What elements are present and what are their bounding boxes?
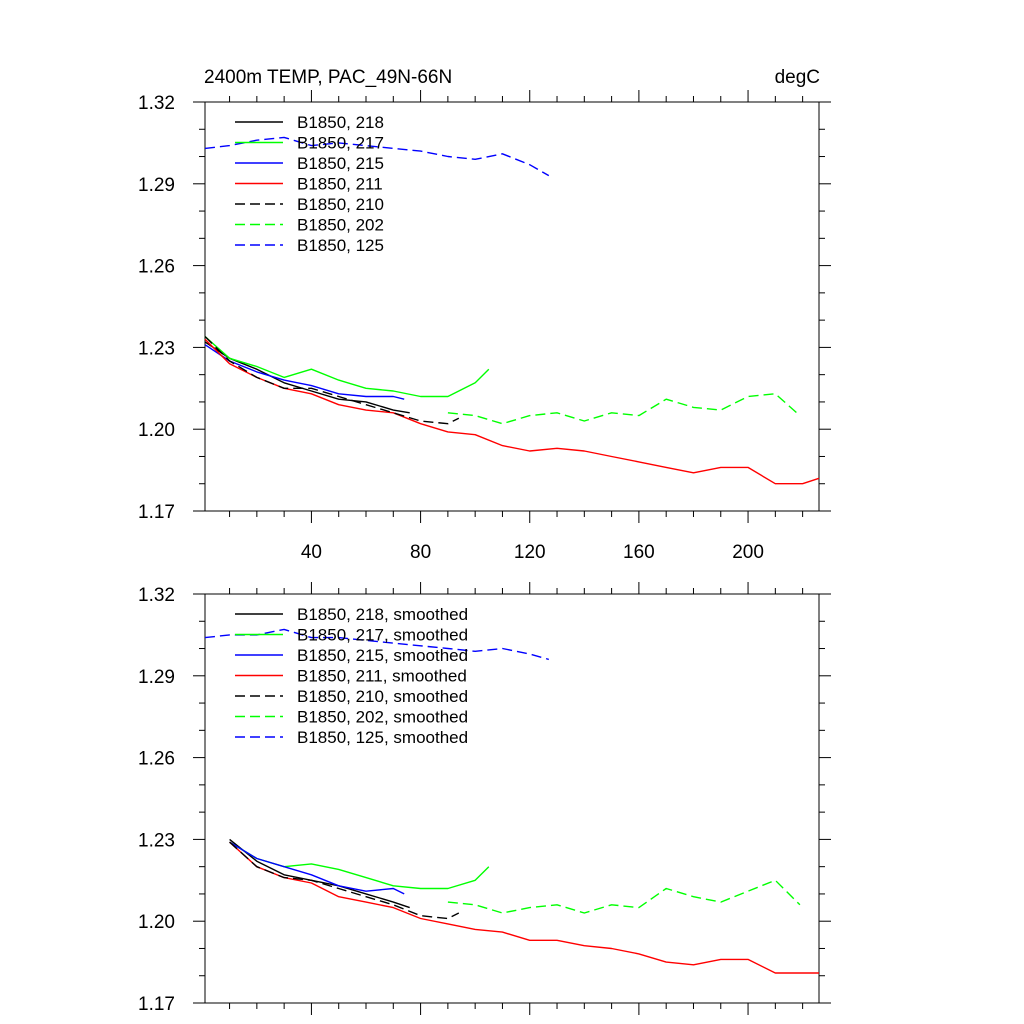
units-label: degC — [775, 67, 820, 88]
x-tick-label: 80 — [410, 542, 431, 563]
series-line — [447, 879, 801, 914]
y-tick-label: 1.29 — [138, 667, 175, 688]
legend-label: B1850, 211, smoothed — [297, 667, 467, 686]
legend-label: B1850, 125 — [297, 236, 384, 255]
y-tick-label: 1.29 — [138, 175, 175, 196]
y-tick-label: 1.26 — [138, 749, 175, 770]
top-panel: 2400m TEMP, PAC_49N-66N degC 1.17 1.20 1.2… — [138, 67, 831, 563]
legend-label: B1850, 217, smoothed — [297, 626, 468, 645]
x-tick-label: 40 — [301, 542, 322, 563]
series-line — [229, 841, 819, 974]
legend-label: B1850, 210 — [297, 195, 384, 214]
y-tick-label: 1.20 — [138, 420, 175, 441]
bottom-panel: 1.17 1.20 1.23 1.26 1.29 1.32 B1850, 218, smoo… — [138, 582, 831, 1015]
legend-label: B1850, 202 — [297, 216, 384, 235]
legend-label: B1850, 210, smoothed — [297, 687, 468, 706]
series-line — [447, 393, 801, 425]
series-line — [204, 341, 410, 414]
plot-frame — [204, 101, 820, 512]
series-line — [229, 841, 490, 890]
x-tick-label: 160 — [623, 542, 655, 563]
y-tick-label: 1.23 — [138, 338, 175, 359]
legend-label: B1850, 202, smoothed — [297, 708, 468, 727]
chart-title: 2400m TEMP, PAC_49N-66N — [204, 67, 452, 88]
legend-label: B1850, 217 — [297, 134, 384, 153]
legend-label: B1850, 211 — [297, 175, 383, 194]
y-tick-label: 1.20 — [138, 912, 175, 933]
y-tick-label: 1.23 — [138, 830, 175, 851]
series-line — [204, 336, 460, 425]
legend-label: B1850, 218 — [297, 113, 384, 132]
y-tick-label: 1.26 — [138, 257, 175, 278]
y-tick-label: 1.32 — [138, 585, 175, 606]
x-tick-label: 120 — [514, 542, 546, 563]
series-line — [229, 841, 405, 895]
series-line — [204, 335, 490, 398]
x-tick-label: 200 — [732, 542, 764, 563]
legend-label: B1850, 125, smoothed — [297, 728, 468, 747]
plot-frame — [204, 593, 820, 1004]
series-line — [229, 838, 410, 909]
y-tick-label: 1.32 — [138, 93, 175, 114]
y-tick-label: 1.17 — [138, 502, 175, 523]
series-line — [204, 338, 820, 485]
y-tick-label: 1.17 — [138, 994, 175, 1015]
legend-label: B1850, 215 — [297, 154, 384, 173]
legend-label: B1850, 218, smoothed — [297, 605, 468, 624]
series-line — [229, 841, 460, 920]
legend-label: B1850, 215, smoothed — [297, 646, 468, 665]
series-line — [204, 344, 405, 400]
